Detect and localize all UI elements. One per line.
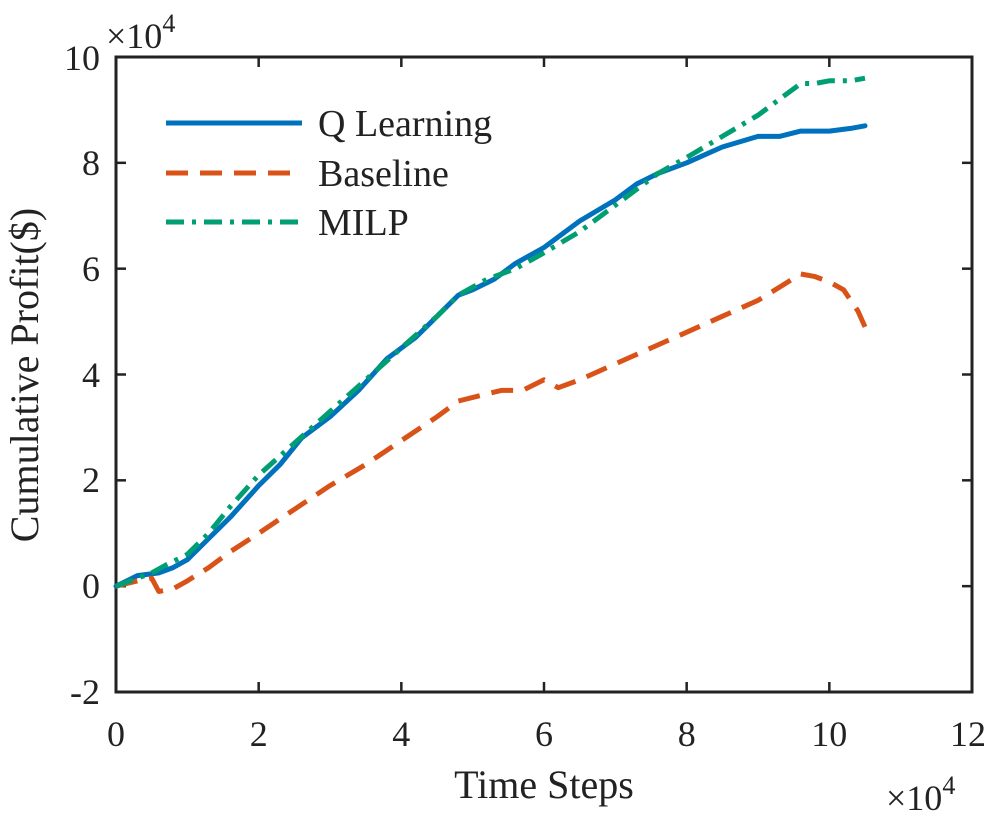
y-tick-label: 2 bbox=[82, 460, 100, 500]
y-multiplier-exponent: 4 bbox=[162, 9, 175, 38]
y-axis-label: Cumulative Profit($) bbox=[2, 208, 47, 542]
y-multiplier-base: ×10 bbox=[106, 16, 162, 56]
x-multiplier-base: ×10 bbox=[886, 778, 942, 816]
y-tick-label: -2 bbox=[70, 672, 100, 712]
series-line-milp bbox=[115, 75, 866, 589]
x-axis-label: Time Steps bbox=[454, 762, 634, 807]
x-tick-label: 12 bbox=[950, 714, 986, 754]
y-tick-labels: -2 0 2 4 6 8 10 bbox=[64, 38, 100, 712]
x-axis-multiplier: ×104 bbox=[886, 771, 955, 816]
y-tick-label: 8 bbox=[82, 143, 100, 183]
x-tick-label: 0 bbox=[107, 714, 125, 754]
x-tick-label: 4 bbox=[392, 714, 410, 754]
legend-label-milp: MILP bbox=[318, 202, 409, 244]
legend-label-baseline: Baseline bbox=[318, 153, 449, 195]
x-tick-label: 6 bbox=[535, 714, 553, 754]
series-group bbox=[113, 75, 868, 594]
y-tick-label: 4 bbox=[82, 355, 100, 395]
x-tick-labels: 0 2 4 6 8 10 12 bbox=[107, 714, 986, 754]
x-tick-label: 2 bbox=[250, 714, 268, 754]
y-tick-label: 6 bbox=[82, 249, 100, 289]
series-line-q-learning bbox=[113, 123, 868, 589]
y-axis-multiplier: ×104 bbox=[106, 9, 175, 56]
x-tick-label: 8 bbox=[678, 714, 696, 754]
legend-label-q-learning: Q Learning bbox=[318, 103, 492, 145]
series-line-baseline bbox=[115, 271, 868, 594]
tick-marks bbox=[114, 55, 974, 694]
legend: Q Learning Baseline MILP bbox=[166, 103, 492, 244]
y-tick-label: 0 bbox=[82, 566, 100, 606]
x-tick-label: 10 bbox=[811, 714, 847, 754]
plot-frame bbox=[114, 55, 974, 694]
y-tick-label: 10 bbox=[64, 38, 100, 78]
x-multiplier-exponent: 4 bbox=[942, 771, 955, 800]
